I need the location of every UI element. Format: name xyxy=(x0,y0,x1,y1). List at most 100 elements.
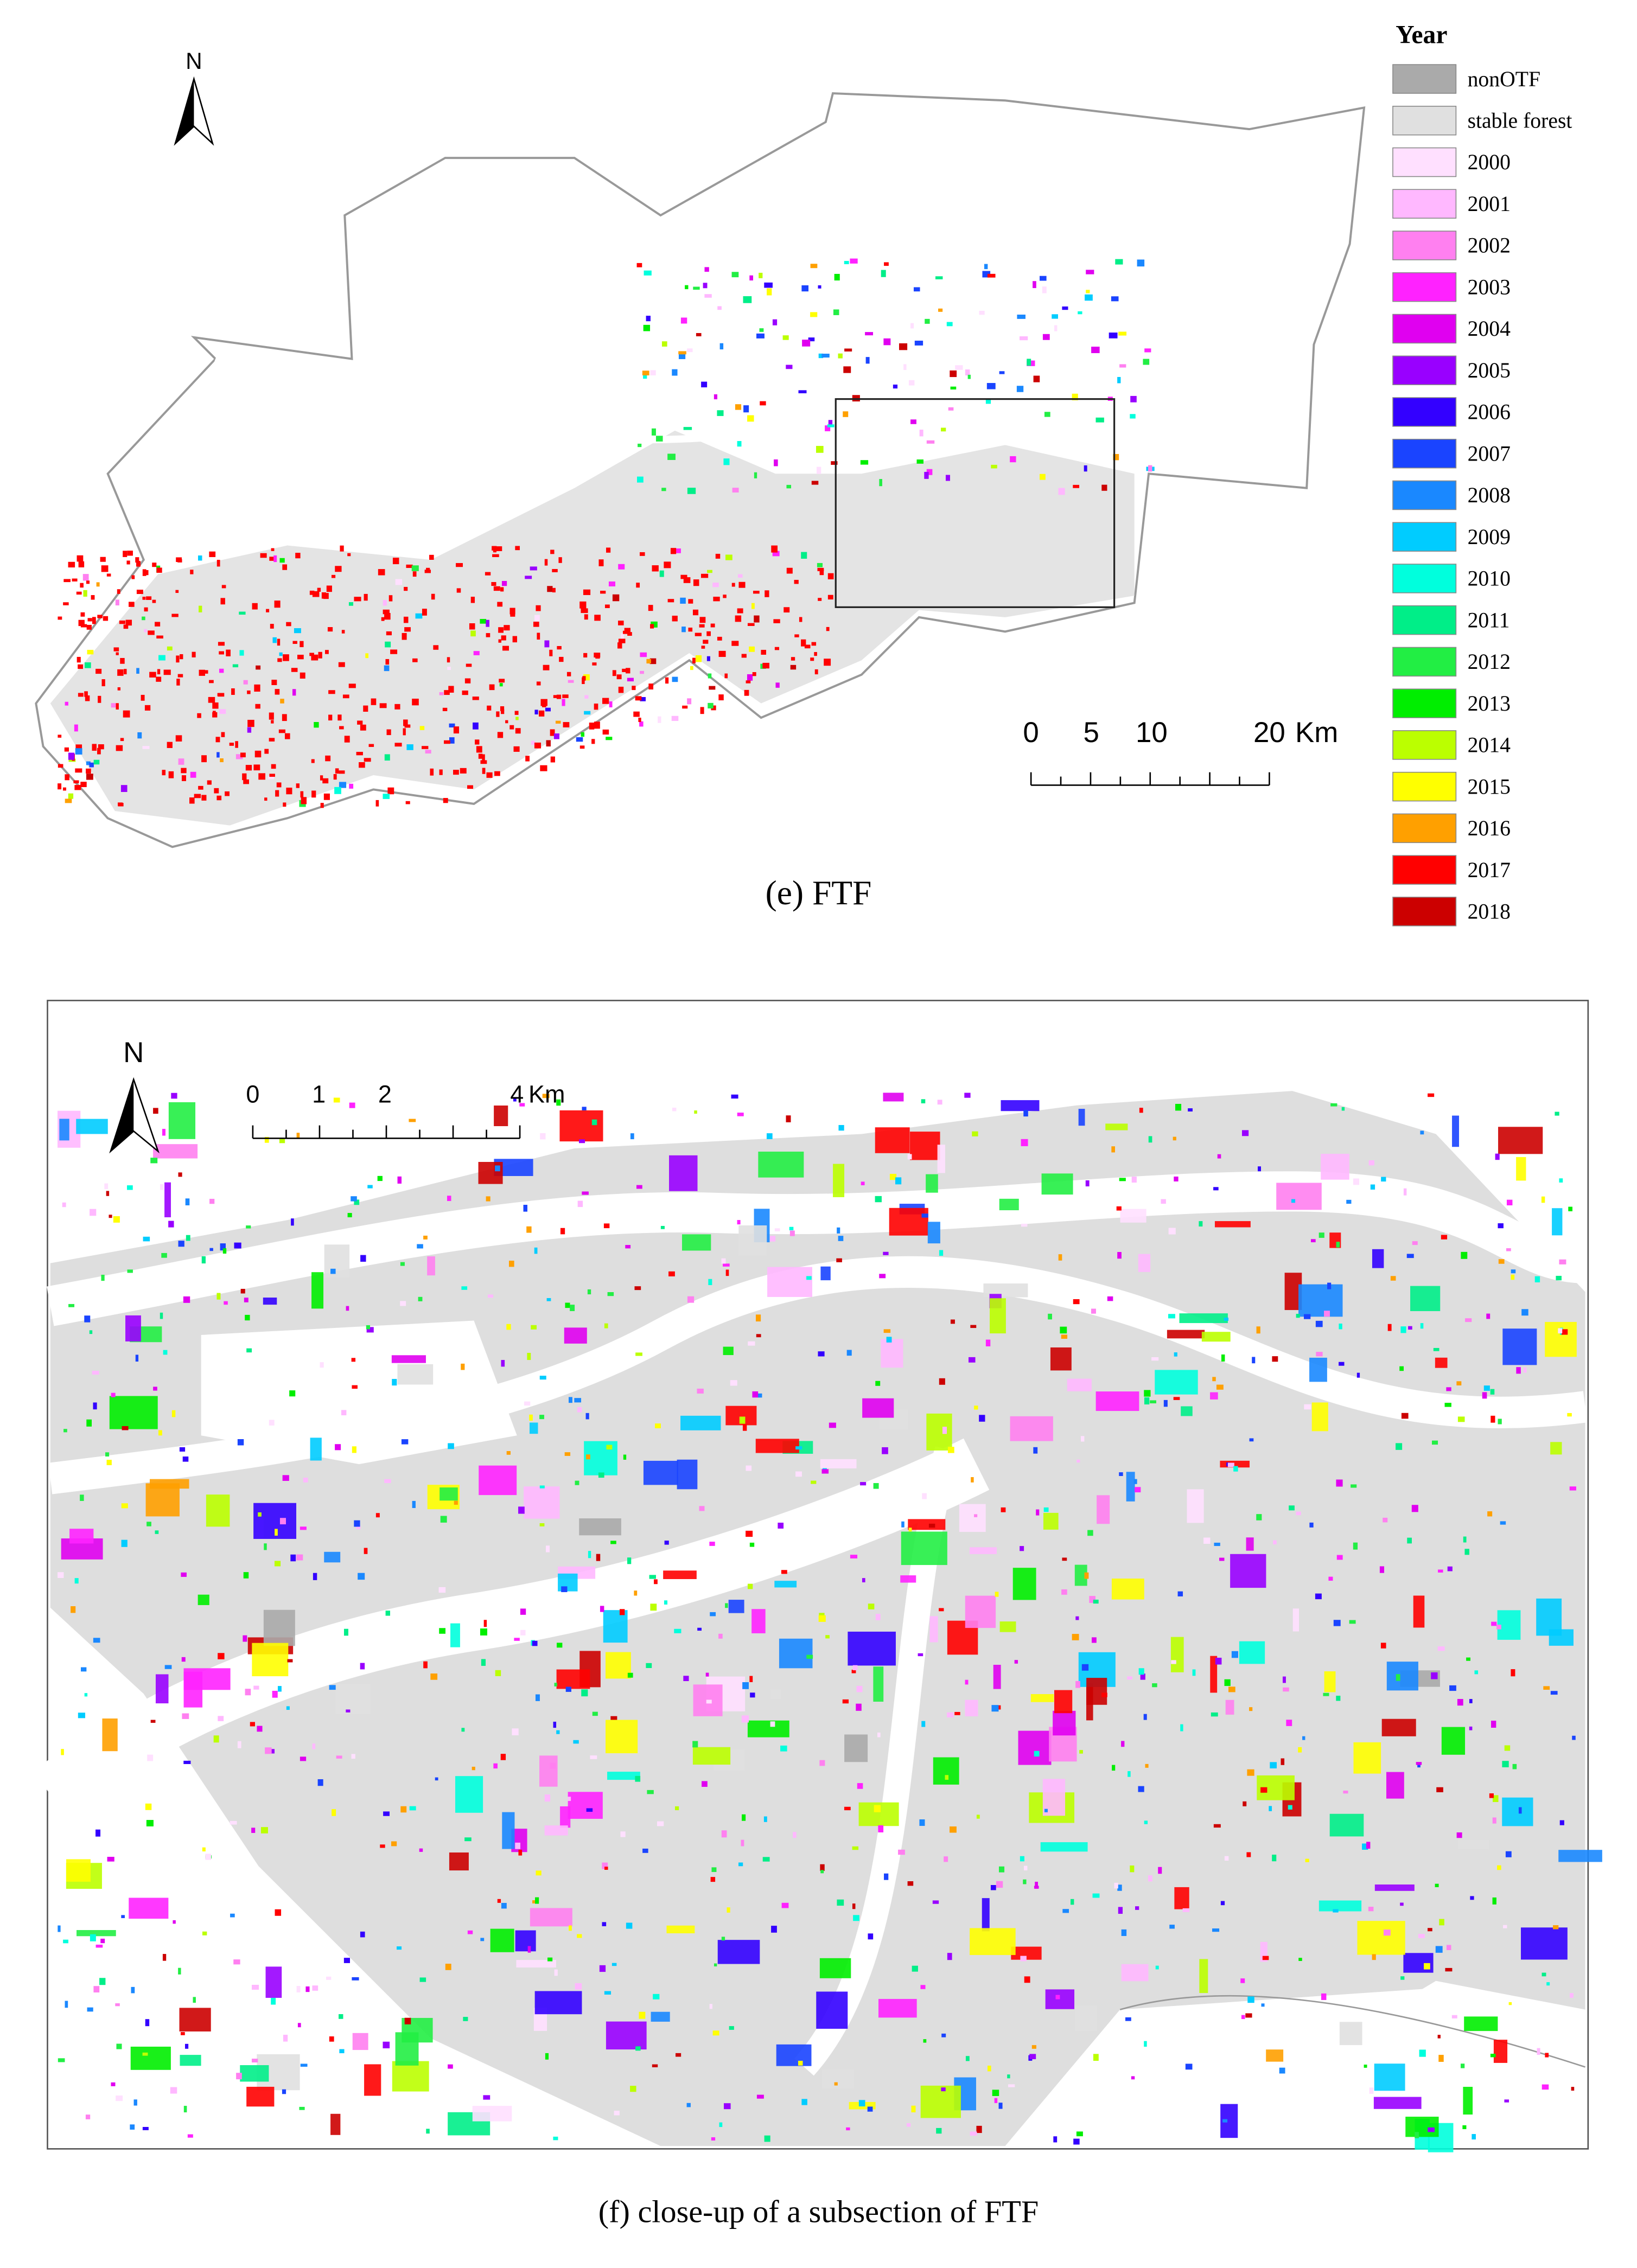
map-pixel xyxy=(1336,1555,1343,1560)
map-pixel xyxy=(68,1304,75,1307)
map-pixel xyxy=(99,1978,106,1985)
map-pixel xyxy=(76,591,82,595)
map-pixel xyxy=(1483,1385,1490,1391)
map-pixel xyxy=(142,2052,148,2056)
map-pixel xyxy=(178,758,184,765)
map-pixel xyxy=(360,1931,365,1938)
map-pixel xyxy=(1558,1328,1563,1334)
map-pixel xyxy=(62,1202,66,1208)
map-patch xyxy=(1111,1579,1144,1600)
map-pixel xyxy=(123,624,129,629)
map-pixel xyxy=(343,1628,348,1636)
map-pixel xyxy=(644,270,652,276)
map-pixel xyxy=(1169,1925,1175,1929)
map-pixel xyxy=(818,598,822,601)
map-pixel xyxy=(653,1994,660,1999)
map-pixel xyxy=(1323,1692,1329,1696)
map-pixel xyxy=(430,768,434,776)
map-pixel xyxy=(237,1439,244,1446)
map-pixel xyxy=(987,273,996,278)
map-pixel xyxy=(577,1934,582,1938)
map-pixel xyxy=(480,1938,485,1941)
map-pixel xyxy=(1216,1384,1224,1390)
map-pixel xyxy=(296,1986,301,1992)
map-pixel xyxy=(294,628,301,634)
map-pixel xyxy=(1112,1765,1116,1771)
map-patch xyxy=(515,1930,536,1952)
map-patch xyxy=(651,2011,670,2022)
map-pixel xyxy=(385,1611,391,1616)
map-pixel xyxy=(1095,417,1104,423)
map-pixel xyxy=(583,589,591,595)
map-pixel xyxy=(731,272,739,278)
map-patch xyxy=(59,1119,69,1141)
map-pixel xyxy=(520,1630,526,1635)
map-pixel xyxy=(1512,1764,1517,1769)
map-pixel xyxy=(365,653,369,659)
map-pixel xyxy=(280,699,284,704)
map-pixel xyxy=(714,394,718,400)
map-pixel xyxy=(326,1976,332,1980)
map-pixel xyxy=(1081,1664,1089,1671)
map-pixel xyxy=(1213,1187,1219,1191)
map-pixel xyxy=(725,1603,728,1608)
map-patch xyxy=(1095,1391,1139,1411)
legend-swatch xyxy=(1392,272,1457,302)
map-pixel xyxy=(721,1258,726,1264)
map-pixel xyxy=(483,2095,491,2100)
map-pixel xyxy=(875,1614,881,1620)
map-pixel xyxy=(546,740,551,747)
map-pixel xyxy=(1366,1842,1371,1849)
map-pixel xyxy=(1456,1381,1462,1385)
map-pixel xyxy=(1438,1569,1443,1573)
map-pixel xyxy=(881,270,886,277)
map-pixel xyxy=(685,285,689,290)
map-pixel xyxy=(594,704,598,710)
map-pixel xyxy=(63,579,71,583)
closeup-map: N 0 1 2 4 Km (f) close-up of a subsection of… xyxy=(33,1000,1602,2229)
map-pixel xyxy=(1330,1103,1337,1107)
map-pixel xyxy=(291,1218,294,1226)
map-pixel xyxy=(1534,1276,1540,1283)
map-pixel xyxy=(392,558,399,565)
map-patch xyxy=(164,1182,171,1218)
legend-label: 2013 xyxy=(1468,692,1511,715)
map-pixel xyxy=(480,760,487,764)
map-pixel xyxy=(246,1225,251,1229)
map-patch xyxy=(643,1460,678,1485)
map-pixel xyxy=(626,668,630,674)
map-pixel xyxy=(236,2073,242,2080)
map-pixel xyxy=(781,1902,789,1908)
map-pixel xyxy=(422,746,429,749)
map-pixel xyxy=(554,1969,558,1976)
map-pixel xyxy=(590,1755,597,1759)
map-pixel xyxy=(563,722,570,727)
map-pixel xyxy=(480,1628,488,1635)
map-patch xyxy=(1040,1842,1088,1852)
map-pixel xyxy=(704,267,709,272)
map-patch xyxy=(1463,2087,1473,2115)
map-pixel xyxy=(635,2046,641,2051)
map-pixel xyxy=(1353,1178,1360,1185)
map-pixel xyxy=(396,1946,402,1950)
map-patch xyxy=(1321,1154,1349,1180)
map-pixel xyxy=(444,740,450,744)
map-pixel xyxy=(1436,1787,1443,1792)
map-pixel xyxy=(1158,1867,1162,1874)
map-pixel xyxy=(131,1986,135,1994)
map-pixel xyxy=(667,453,676,460)
map-pixel xyxy=(886,1337,892,1343)
map-pixel xyxy=(445,1964,451,1970)
map-pixel xyxy=(121,1539,128,1547)
map-pixel xyxy=(925,318,930,324)
map-pixel xyxy=(209,680,214,683)
map-pixel xyxy=(1420,1130,1424,1135)
river xyxy=(33,1438,990,1817)
map-pixel xyxy=(875,1196,882,1203)
map-pixel xyxy=(180,2031,185,2035)
map-pixel xyxy=(75,768,82,773)
map-pixel xyxy=(198,785,203,790)
map-pixel xyxy=(1492,1897,1496,1905)
map-pixel xyxy=(732,488,739,493)
scale-label: 1 xyxy=(312,1080,326,1108)
